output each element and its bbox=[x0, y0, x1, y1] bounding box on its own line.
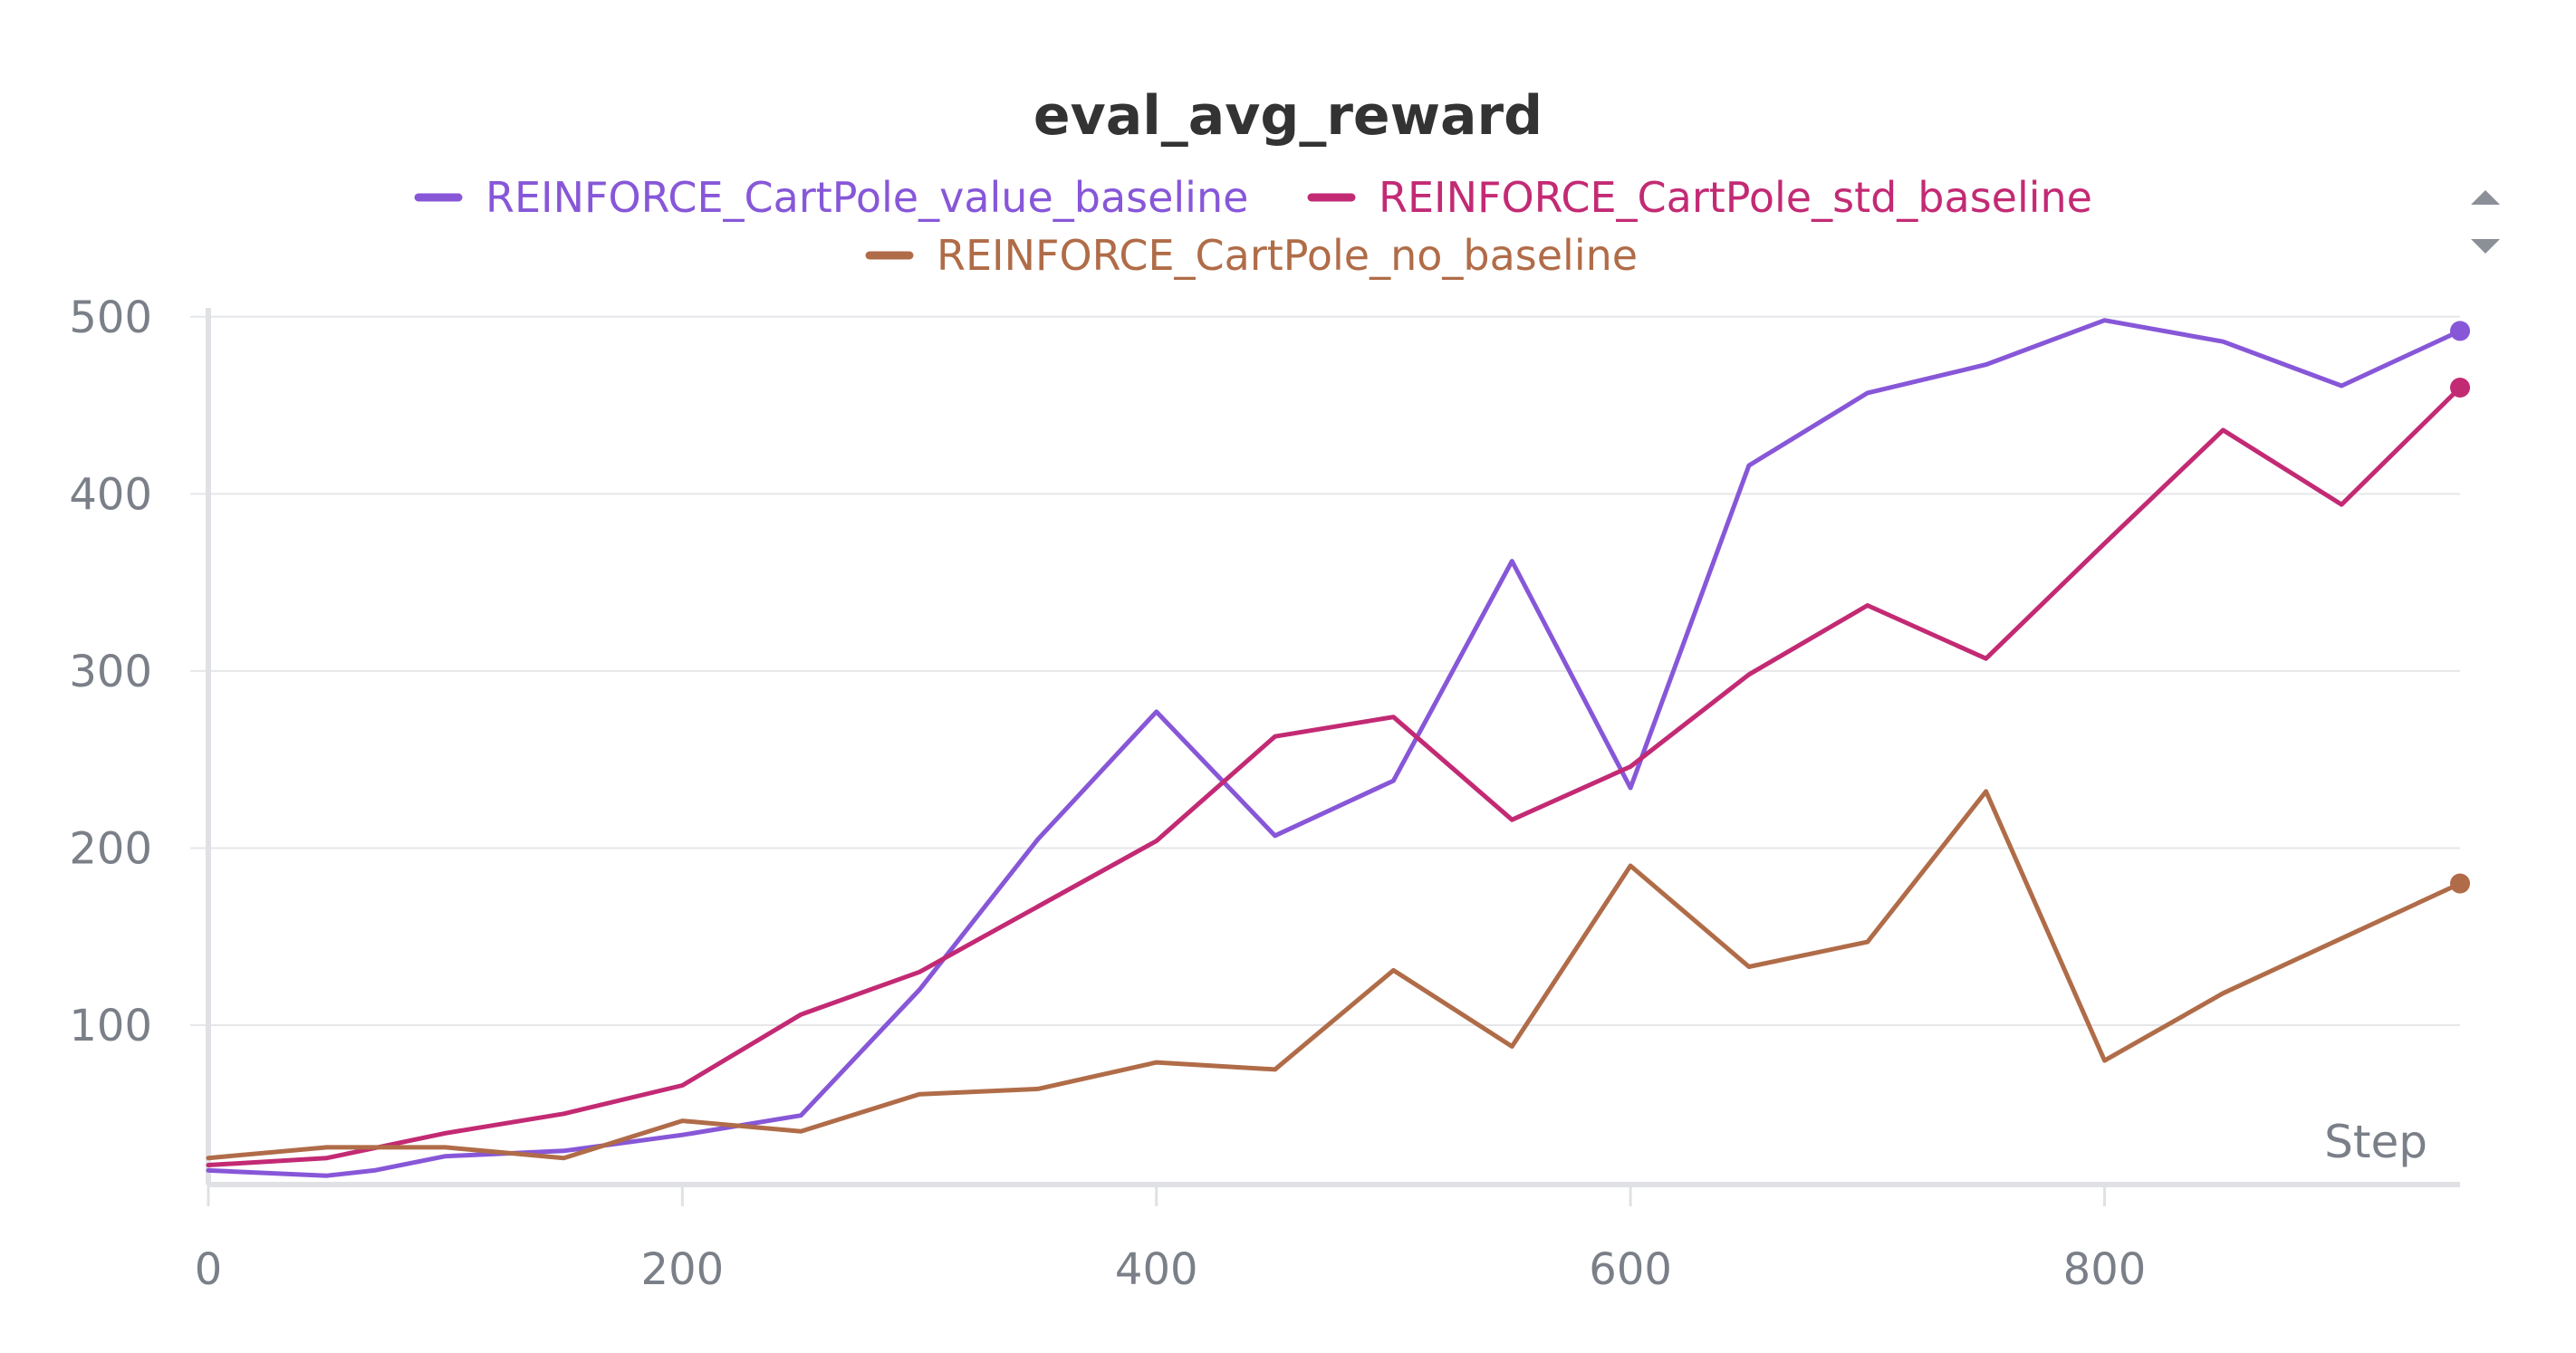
legend: REINFORCE_CartPole_value_baseline REINFOR… bbox=[414, 173, 2092, 280]
chevron-up-icon bbox=[2471, 190, 2500, 205]
y-tick-label: 200 bbox=[69, 823, 152, 874]
series-end-point-1 bbox=[2450, 378, 2470, 398]
series-lines bbox=[206, 318, 2463, 1178]
legend-scroll-up-button[interactable] bbox=[2471, 190, 2500, 205]
y-tick-label: 400 bbox=[69, 469, 152, 520]
x-tick-label: 600 bbox=[1589, 1244, 1672, 1295]
x-axis-ticks: 0 200 400 600 800 bbox=[195, 1185, 2147, 1295]
legend-scroll-down-button[interactable] bbox=[2471, 239, 2500, 254]
x-tick-label: 0 bbox=[195, 1244, 223, 1295]
chevron-down-icon bbox=[2471, 239, 2500, 254]
x-tick-label: 200 bbox=[641, 1244, 725, 1295]
series-end-point-0 bbox=[2450, 321, 2470, 341]
y-tick-label: 300 bbox=[69, 647, 152, 697]
legend-label-1: REINFORCE_CartPole_std_baseline bbox=[1379, 173, 2092, 222]
y-tick-label: 100 bbox=[69, 1001, 152, 1051]
legend-label-2: REINFORCE_CartPole_no_baseline bbox=[937, 231, 1638, 280]
y-axis-ticks: 100 200 300 400 500 bbox=[69, 293, 152, 1051]
axes bbox=[206, 308, 2460, 1187]
y-tick-label: 500 bbox=[69, 293, 152, 343]
x-tick-label: 800 bbox=[2063, 1244, 2147, 1295]
x-tick-label: 400 bbox=[1115, 1244, 1198, 1295]
series-line-2 bbox=[206, 789, 2463, 1161]
series-end-point-2 bbox=[2450, 873, 2470, 894]
end-points bbox=[2450, 321, 2470, 894]
grid-lines bbox=[190, 315, 2460, 1026]
x-axis-label: Step bbox=[2324, 1116, 2427, 1168]
series-line-0 bbox=[206, 318, 2463, 1178]
legend-label-0: REINFORCE_CartPole_value_baseline bbox=[485, 173, 1248, 222]
series-line-1 bbox=[206, 385, 2463, 1167]
chart-title: eval_avg_reward bbox=[1033, 84, 1543, 148]
